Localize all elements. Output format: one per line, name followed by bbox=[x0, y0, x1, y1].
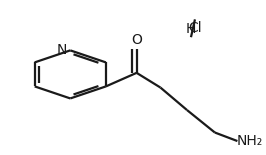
Text: H: H bbox=[186, 22, 196, 36]
Text: O: O bbox=[131, 33, 142, 47]
Text: N: N bbox=[57, 43, 67, 57]
Text: Cl: Cl bbox=[188, 21, 202, 35]
Text: NH₂: NH₂ bbox=[236, 134, 263, 148]
